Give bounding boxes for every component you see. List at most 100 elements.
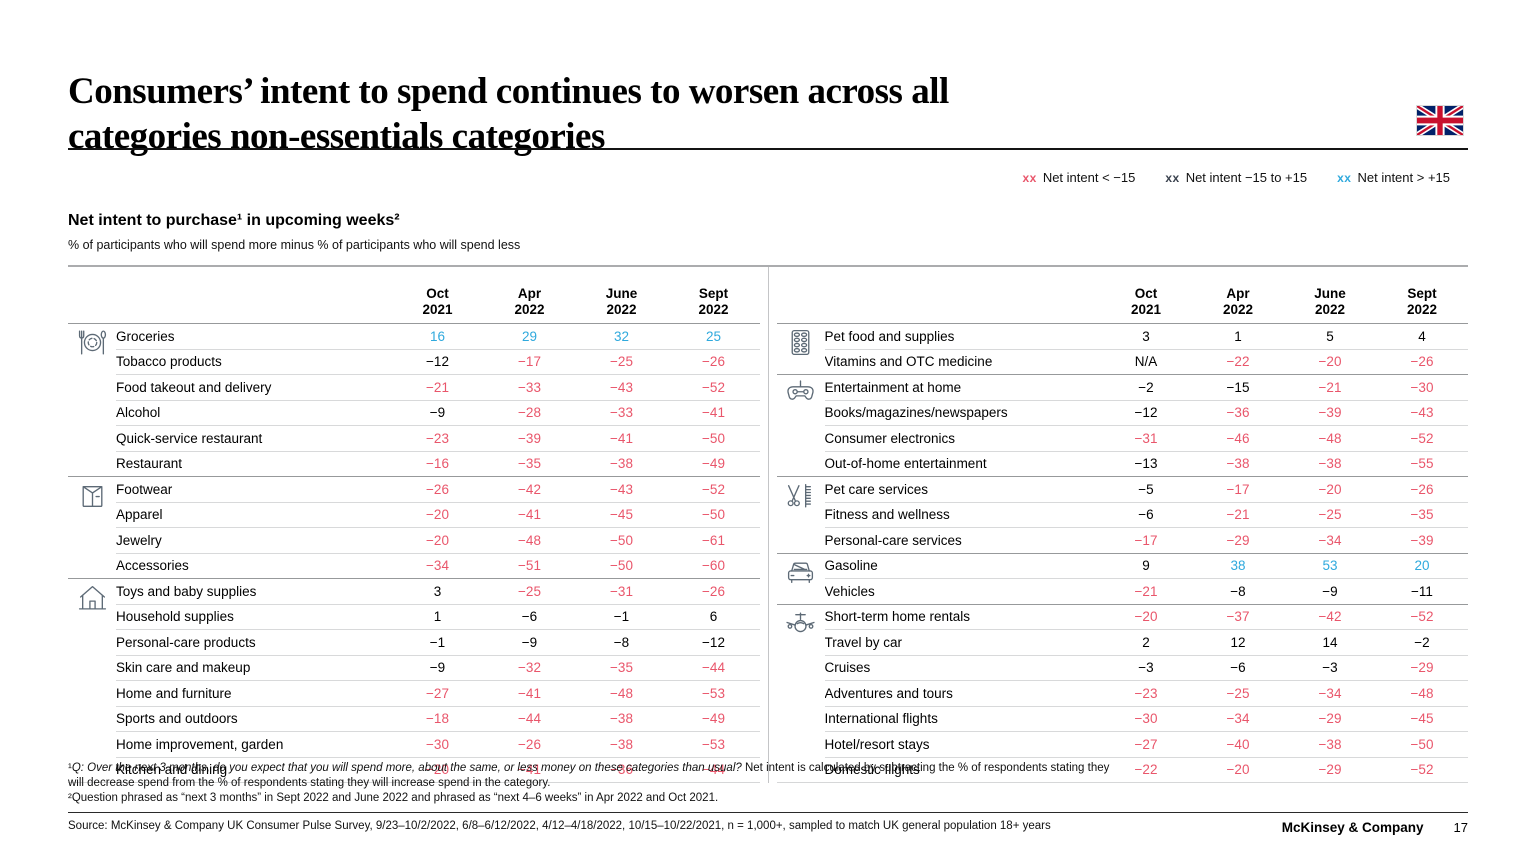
category-label: Accessories [116,558,189,574]
table-row: Apparel −20 −41 −45 −50 [116,501,760,528]
net-intent-value: −21 [1318,379,1342,395]
legend-label-neutral: Net intent −15 to +15 [1185,170,1308,185]
category-label: Apparel [116,507,163,523]
net-intent-value: −21 [1226,507,1250,523]
category-label: Personal-care products [116,634,256,650]
net-intent-value: −12 [702,634,725,650]
source-divider [68,812,1468,813]
net-intent-value: −23 [426,430,449,446]
category-label: Adventures and tours [824,685,953,701]
category-group: Short-term home rentals −20 −37 −42 −52 Trave… [776,603,1469,783]
net-intent-value: −29 [1226,532,1250,548]
net-intent-value: 1 [433,609,442,625]
net-intent-value: −44 [702,660,725,676]
net-intent-value: −22 [1226,354,1250,370]
net-intent-value: −29 [1318,711,1342,727]
net-intent-value: 4 [1418,328,1426,344]
category-group: Gasoline 9 38 53 20 Vehicles −21 −8 −9 −11 [776,552,1468,604]
net-intent-value: −43 [610,481,633,497]
net-intent-value: −30 [426,736,449,752]
net-intent-value: −51 [518,558,541,574]
table-row: Travel by car 2 12 14 −2 [824,629,1468,655]
table-row: Home improvement, garden −30 −26 −38 −53 [116,731,760,757]
net-intent-value: −41 [610,430,633,446]
table-row: Pet food and supplies 3 1 5 4 [825,324,1469,349]
net-intent-value: −2 [1138,379,1154,395]
net-intent-value: −25 [518,583,541,599]
title-divider [68,148,1468,150]
title-line-1: Consumers’ intent to spend continues to … [68,70,949,112]
category-label: Short-term home rentals [824,609,971,625]
net-intent-value: −33 [518,379,541,395]
net-intent-value: −37 [1226,609,1250,625]
net-intent-value: −40 [1226,736,1250,752]
category-label: Home and furniture [116,685,232,701]
table-row: Short-term home rentals −20 −37 −42 −52 [825,605,1469,630]
net-intent-value: −42 [518,481,541,497]
category-label: Personal-care services [824,532,962,548]
table-row: Personal-care services −17 −29 −34 −39 [824,527,1468,553]
net-intent-value: −60 [702,558,725,574]
net-intent-value: −11 [1411,583,1433,599]
column-header: June 2022 [605,286,638,318]
category-label: Toys and baby supplies [116,583,257,599]
category-label: Gasoline [824,558,878,574]
net-intent-value: −1 [429,634,446,650]
category-label: Kitchen and dining [116,762,228,778]
net-intent-value: −38 [1226,456,1250,472]
category-group: Groceries 16 29 32 25 Tobacco products −12 −17 −… [68,323,760,476]
net-intent-value: −16 [426,456,449,472]
dining-icon [68,324,116,476]
footnotes: ¹Q: Over the next 3 months, do you expec… [68,761,1113,807]
column-header: Apr 2022 [1222,286,1254,318]
footnote-1-question: Q: Over the next 3 months, do you expect… [71,762,742,774]
category-label: Footwear [116,481,173,497]
net-intent-value: −48 [1410,685,1434,701]
legend-symbol-positive: xx [1337,170,1352,185]
net-intent-value: 16 [429,328,446,344]
net-intent-value: −52 [702,481,725,497]
table-row: Entertainment at home −2 −15 −21 −30 [825,375,1469,400]
exhibit-title: Net intent to purchase¹ in upcoming week… [68,212,400,229]
net-intent-value: −29 [1318,762,1342,778]
net-intent-value: −6 [1230,660,1246,676]
net-intent-value: −25 [1226,685,1250,701]
legend-label-positive: Net intent > +15 [1357,170,1450,185]
net-intent-value: −21 [1134,583,1158,599]
net-intent-value: −34 [426,558,449,574]
net-intent-value: −9 [521,634,538,650]
net-intent-value: −26 [518,736,541,752]
net-intent-value: −28 [518,405,541,421]
table-right-half: Oct 2021 Apr 2022 June 2022 Sept 2022 Pet food … [776,267,1469,783]
category-label: Sports and outdoors [116,711,238,727]
net-intent-value: −26 [702,583,725,599]
net-intent-value: 1 [1234,328,1242,344]
net-intent-value: −31 [610,583,633,599]
net-intent-value: −36 [1226,405,1250,421]
table-row: Cruises −3 −6 −3 −29 [824,654,1468,681]
net-intent-value: −53 [702,736,725,752]
net-intent-value: −38 [610,736,633,752]
page-number: 17 [1453,820,1468,835]
category-label: Home improvement, garden [116,736,284,752]
net-intent-value: 6 [709,609,718,625]
table-row: Vitamins and OTC medicine N/A −22 −20 −26 [824,348,1468,375]
category-group: Entertainment at home −2 −15 −21 −30 Books/ma… [776,374,1469,476]
net-intent-value: −50 [702,507,725,523]
net-intent-value: −26 [702,354,725,370]
category-group: Pet care services −5 −17 −20 −26 Fitness and … [776,476,1468,553]
category-label: Cruises [824,660,871,676]
category-label: Books/magazines/newspapers [824,405,1008,421]
airplane-icon [777,605,825,783]
legend-symbol-negative: xx [1022,170,1037,185]
net-intent-value: 2 [1142,634,1150,650]
table-divider [767,267,769,783]
net-intent-value: −34 [1318,532,1342,548]
net-intent-value: −6 [521,609,538,625]
net-intent-value: −20 [1226,762,1250,778]
net-intent-value: −53 [702,685,725,701]
net-intent-value: −38 [1318,456,1342,472]
table-row: Footwear −26 −42 −43 −52 [116,477,760,502]
net-intent-value: −9 [429,660,446,676]
